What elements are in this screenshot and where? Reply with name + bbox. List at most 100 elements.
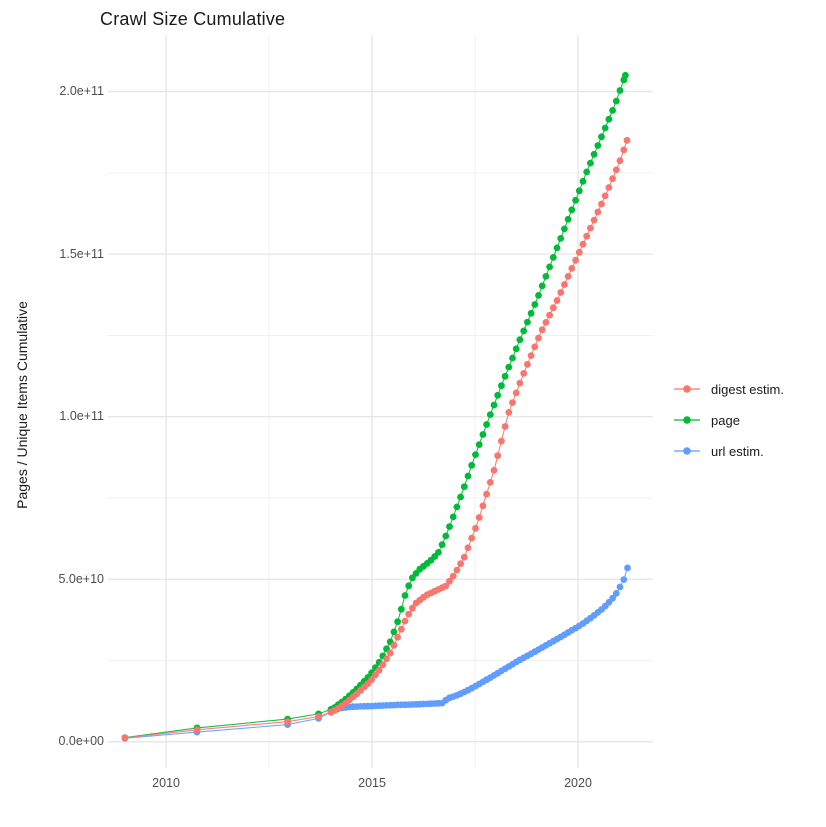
data-point-digest — [193, 726, 201, 734]
data-point-page — [498, 382, 505, 390]
data-point-digest — [479, 502, 487, 510]
data-point-url — [609, 594, 616, 602]
data-point-digest — [460, 553, 468, 561]
data-point-digest — [527, 352, 535, 359]
data-point-digest — [609, 175, 616, 183]
data-point-digest — [379, 661, 387, 669]
data-point-digest — [512, 389, 520, 397]
data-point-digest — [598, 200, 605, 208]
data-point-page — [516, 336, 524, 344]
chart-title: Crawl Size Cumulative — [100, 9, 286, 29]
data-point-page — [561, 225, 568, 233]
data-point-digest — [583, 232, 591, 240]
data-point-digest — [468, 534, 476, 542]
data-point-digest — [383, 655, 390, 663]
data-point-digest — [386, 649, 394, 657]
data-point-digest — [390, 641, 398, 649]
data-point-page — [531, 301, 539, 308]
legend-marker-url — [674, 447, 700, 455]
y-tick-label: 2.0e+11 — [59, 84, 104, 99]
data-point-digest — [409, 604, 416, 612]
data-point-digest — [394, 633, 401, 641]
data-point-digest — [605, 184, 613, 191]
data-point-page — [394, 618, 401, 626]
legend: digest estim. page url estim. — [671, 380, 784, 460]
data-point-page — [553, 244, 561, 252]
y-tick-label: 1.0e+11 — [59, 409, 104, 424]
data-point-digest — [549, 304, 557, 312]
y-tick-label: 0.0e+00 — [58, 734, 104, 749]
x-tick-label: 2010 — [152, 776, 180, 790]
data-point-digest — [494, 452, 502, 460]
data-point-digest — [524, 361, 531, 368]
data-point-digest — [564, 273, 572, 280]
data-point-page — [616, 87, 624, 94]
data-point-page — [442, 532, 450, 540]
data-point-page — [535, 292, 542, 299]
data-point-page — [501, 372, 509, 380]
data-point-digest — [501, 423, 509, 430]
data-point-page — [622, 71, 629, 79]
legend-item-page: page — [671, 411, 784, 429]
gridlines-major — [108, 35, 653, 768]
data-point-page — [549, 254, 557, 261]
legend-label: digest estim. — [711, 381, 784, 397]
data-point-digest — [590, 216, 598, 224]
data-point-url — [616, 583, 624, 591]
data-point-digest — [368, 676, 375, 683]
data-point-digest — [601, 192, 609, 200]
y-tick-label: 5.0e+10 — [58, 571, 104, 586]
data-point-page — [520, 327, 528, 335]
data-point-page — [475, 441, 483, 448]
gridlines-minor — [108, 35, 653, 768]
data-point-digest — [405, 610, 413, 618]
data-point-page — [490, 401, 498, 409]
data-point-url — [624, 564, 631, 572]
data-point-page — [483, 421, 490, 428]
data-point-url — [620, 576, 628, 583]
data-point-page — [579, 177, 587, 185]
data-point-page — [401, 592, 409, 599]
data-point-digest — [457, 560, 464, 568]
data-point-digest — [538, 326, 546, 334]
legend-label: url estim. — [711, 443, 764, 459]
data-point-page — [564, 215, 572, 223]
data-point-page — [468, 461, 476, 469]
data-point-page — [405, 582, 413, 590]
data-point-digest — [594, 208, 602, 216]
data-point-digest — [516, 379, 524, 387]
series-digest — [121, 136, 631, 742]
data-point-page — [538, 282, 546, 290]
data-point-digest — [284, 718, 291, 726]
legend-label: page — [711, 412, 740, 428]
data-point-digest — [535, 334, 542, 342]
data-point-url — [612, 590, 620, 597]
data-point-page — [460, 483, 468, 491]
data-point-page — [397, 605, 405, 613]
data-point-page — [457, 493, 464, 501]
data-point-digest — [315, 713, 322, 720]
data-point-page — [594, 142, 602, 149]
data-point-page — [509, 354, 516, 362]
data-point-digest — [372, 671, 379, 679]
data-point-page — [583, 168, 591, 176]
data-point-digest — [587, 224, 594, 232]
data-point-digest — [531, 343, 539, 351]
data-point-page — [472, 451, 479, 458]
data-point-digest — [553, 297, 561, 304]
data-point-digest — [575, 248, 583, 256]
data-point-page — [598, 133, 605, 141]
data-point-page — [557, 235, 565, 242]
data-point-digest — [486, 479, 494, 486]
data-point-page — [449, 513, 457, 521]
data-point-page — [601, 124, 609, 132]
data-point-page — [587, 159, 594, 167]
data-point-digest — [561, 281, 568, 288]
data-point-page — [542, 273, 550, 280]
data-point-page — [575, 187, 583, 195]
data-point-page — [568, 206, 576, 214]
data-point-page — [605, 115, 613, 123]
data-point-page — [524, 318, 531, 326]
y-tick-label: 1.5e+11 — [59, 246, 104, 261]
